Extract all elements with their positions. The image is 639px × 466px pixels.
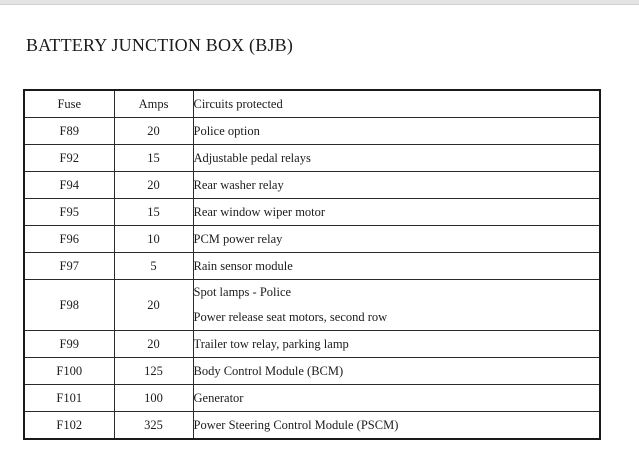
circuit-line: Body Control Module (BCM) [193,363,344,378]
amps-cell: 5 [113,252,194,280]
table-header-row: Fuse Amps Circuits protected [23,89,601,118]
fuse-cell: F89 [23,117,115,145]
table-row: F100 125 Body Control Module (BCM) [23,357,601,385]
table-row: F97 5 Rain sensor module [23,252,601,280]
amps-cell: 10 [113,225,194,253]
fuse-cell: F100 [23,357,115,385]
circuit-line: Rear washer relay [193,177,284,192]
circuit-line: PCM power relay [193,231,283,246]
amps-cell: 325 [113,411,194,440]
fuse-table: Fuse Amps Circuits protected F89 20 Police… [23,89,601,440]
fuse-cell: F97 [23,252,115,280]
amps-cell: 125 [113,357,194,385]
fuse-table-body: F89 20 Police option F92 15 Adjustable pedal … [23,117,601,440]
top-gray-strip [0,0,639,5]
table-row: F99 20 Trailer tow relay, parking lamp [23,330,601,358]
fuse-cell: F95 [23,198,115,226]
header-cell-circuits: Circuits protected [192,89,601,118]
fuse-cell: F98 [23,279,115,331]
fuse-cell: F101 [23,384,115,412]
circuits-cell: Body Control Module (BCM) [192,357,601,385]
header-cell-fuse: Fuse [23,89,115,118]
amps-cell: 20 [113,279,194,331]
circuit-line: Spot lamps - Police [193,285,292,299]
circuits-cell: PCM power relay [192,225,601,253]
circuits-cell: Rear window wiper motor [192,198,601,226]
circuit-line: Rain sensor module [193,258,293,273]
amps-cell: 15 [113,198,194,226]
table-row: F102 325 Power Steering Control Module (PS… [23,411,601,440]
circuit-line: Rear window wiper motor [193,204,326,219]
fuse-cell: F96 [23,225,115,253]
fuse-cell: F94 [23,171,115,199]
fuse-cell: F102 [23,411,115,440]
table-row: F101 100 Generator [23,384,601,412]
amps-cell: 15 [113,144,194,172]
table-row: F94 20 Rear washer relay [23,171,601,199]
amps-cell: 20 [113,117,194,145]
circuits-cell: Rain sensor module [192,252,601,280]
circuit-line: Police option [193,123,260,138]
circuits-cell: Spot lamps - Police Power release seat mo… [192,279,601,331]
fuse-cell: F99 [23,330,115,358]
table-row: F89 20 Police option [23,117,601,145]
page-title: BATTERY JUNCTION BOX (BJB) [26,35,294,55]
table-row: F98 20 Spot lamps - Police Power release se… [23,279,601,331]
circuit-line: Trailer tow relay, parking lamp [193,336,349,351]
circuits-cell: Generator [192,384,601,412]
circuit-line: Generator [193,390,244,405]
table-row: F96 10 PCM power relay [23,225,601,253]
circuits-cell: Rear washer relay [192,171,601,199]
fuse-cell: F92 [23,144,115,172]
amps-cell: 20 [113,171,194,199]
table-row: F92 15 Adjustable pedal relays [23,144,601,172]
circuits-cell: Trailer tow relay, parking lamp [192,330,601,358]
circuits-cell: Adjustable pedal relays [192,144,601,172]
circuit-line: Power Steering Control Module (PSCM) [193,417,399,432]
header-cell-amps: Amps [113,89,194,118]
circuit-line: Adjustable pedal relays [193,150,311,165]
table-row: F95 15 Rear window wiper motor [23,198,601,226]
circuits-cell: Power Steering Control Module (PSCM) [192,411,601,440]
circuits-cell: Police option [192,117,601,145]
amps-cell: 20 [113,330,194,358]
amps-cell: 100 [113,384,194,412]
circuit-line: Power release seat motors, second row [193,310,388,324]
